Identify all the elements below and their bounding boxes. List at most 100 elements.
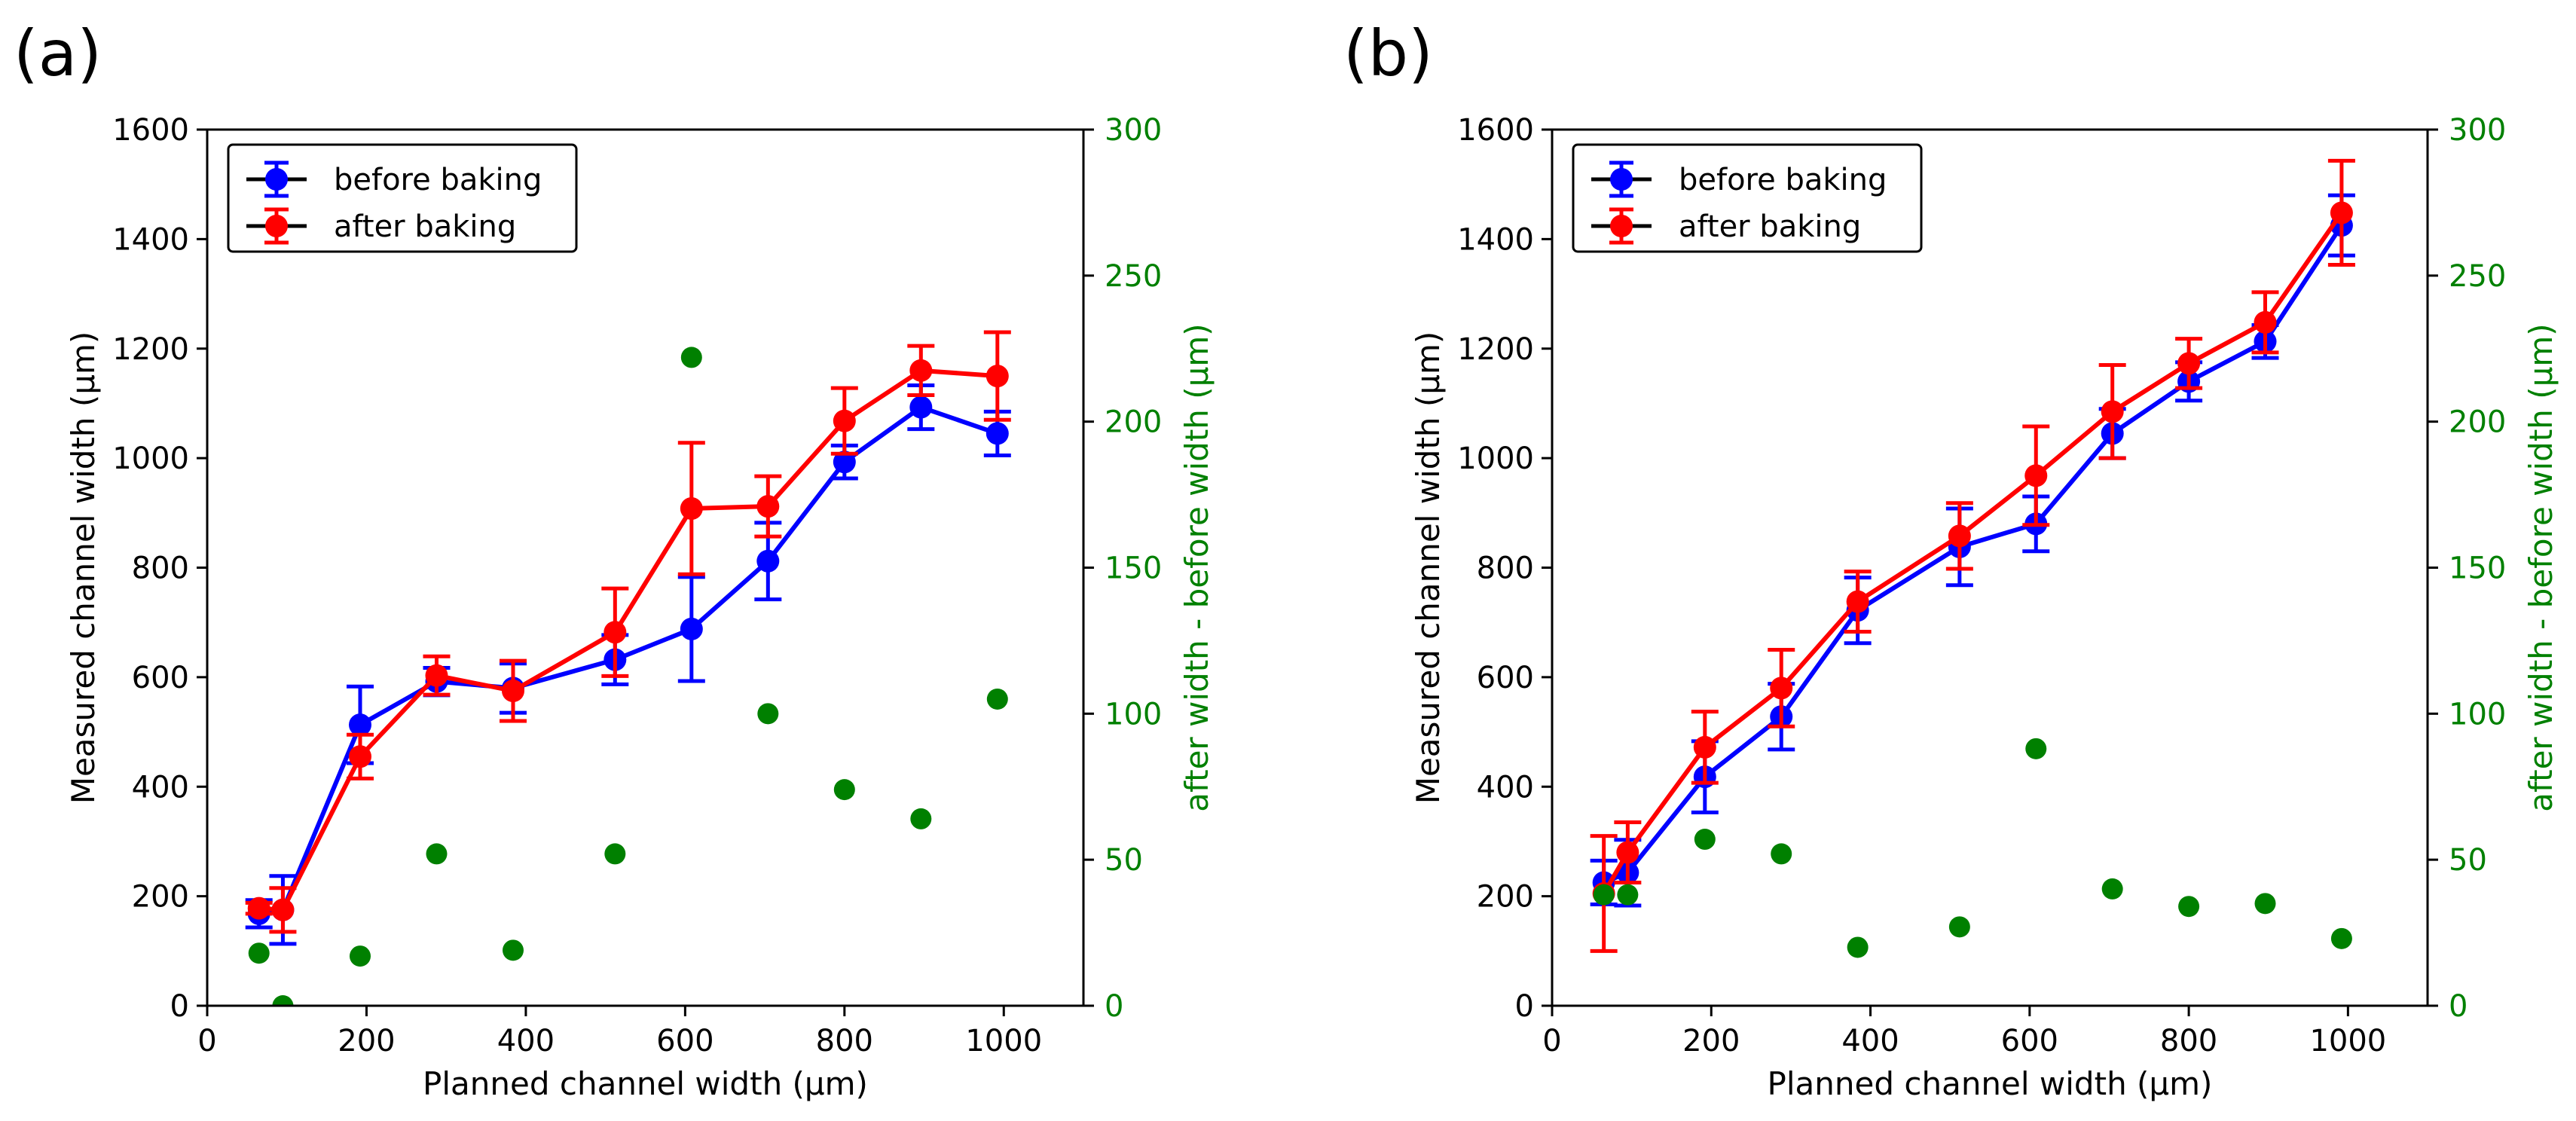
data-point bbox=[909, 359, 933, 382]
y-tick-label: 400 bbox=[1477, 770, 1534, 805]
plot-frame bbox=[1551, 128, 2429, 1007]
series-difference bbox=[1593, 738, 2352, 958]
series-after-baking bbox=[245, 330, 1011, 934]
legend: before baking after baking bbox=[1572, 143, 1923, 253]
x-tick-label: 800 bbox=[2160, 1024, 2217, 1058]
difference-point bbox=[604, 843, 626, 865]
y2-tick-label: 50 bbox=[2449, 843, 2487, 878]
data-point bbox=[680, 617, 703, 640]
data-point bbox=[833, 451, 856, 474]
difference-point bbox=[1847, 936, 1869, 958]
y2-tick-label: 250 bbox=[1105, 259, 1162, 294]
y-tick-label: 1400 bbox=[112, 222, 189, 257]
x-tick-label: 0 bbox=[197, 1024, 216, 1058]
y-tick-label: 1600 bbox=[112, 113, 189, 148]
y2-tick-label: 100 bbox=[1105, 697, 1162, 732]
y-tick-label: 1000 bbox=[112, 441, 189, 476]
data-point bbox=[985, 365, 1009, 388]
y-tick-label: 1000 bbox=[1457, 441, 1534, 476]
panel-a: (a)0 200 400 600 800 100002004006008001000120… bbox=[14, 17, 1215, 1102]
series-line bbox=[1602, 211, 2344, 895]
x-axis-label: Planned channel width (μm) bbox=[423, 1065, 868, 1102]
y2-tick-label: 150 bbox=[1105, 551, 1162, 586]
difference-point bbox=[757, 703, 779, 725]
y2-tick-label: 200 bbox=[2449, 405, 2506, 440]
legend-marker bbox=[265, 168, 288, 191]
data-point bbox=[2254, 310, 2277, 334]
x-axis-label: Planned channel width (μm) bbox=[1768, 1065, 2213, 1102]
data-point bbox=[2024, 464, 2048, 487]
difference-point bbox=[2101, 878, 2123, 900]
data-point bbox=[756, 495, 780, 518]
x-tick-label: 400 bbox=[497, 1024, 555, 1058]
data-point bbox=[2177, 352, 2201, 375]
data-point bbox=[348, 745, 371, 768]
difference-point bbox=[1593, 884, 1615, 906]
series-line bbox=[258, 405, 998, 916]
difference-point bbox=[426, 843, 448, 865]
x-tick-label: 600 bbox=[656, 1024, 714, 1058]
difference-point bbox=[1617, 884, 1639, 906]
y2-tick-label: 100 bbox=[2449, 697, 2506, 732]
data-point bbox=[247, 896, 270, 920]
y-tick-label: 600 bbox=[132, 661, 189, 695]
y-tick-label: 1600 bbox=[1457, 113, 1534, 148]
y2-axis-label: after width - before width (μm) bbox=[2523, 323, 2559, 811]
x-tick-label: 1000 bbox=[2309, 1024, 2386, 1058]
legend-label: before baking bbox=[334, 163, 542, 197]
x-tick-label: 0 bbox=[1542, 1024, 1561, 1058]
y-tick-label: 0 bbox=[1515, 989, 1534, 1024]
data-point bbox=[501, 680, 524, 703]
data-point bbox=[756, 549, 780, 573]
difference-point bbox=[910, 808, 932, 829]
x-tick-label: 600 bbox=[2001, 1024, 2058, 1058]
data-point bbox=[1948, 524, 1971, 548]
data-point bbox=[271, 898, 295, 921]
legend-marker bbox=[1610, 215, 1633, 237]
difference-point bbox=[2330, 927, 2352, 949]
data-point bbox=[348, 713, 371, 737]
legend: before baking after baking bbox=[227, 143, 578, 253]
difference-point bbox=[2178, 896, 2200, 918]
panel-label: (b) bbox=[1343, 17, 1433, 90]
series-before-baking bbox=[1590, 193, 2355, 908]
data-point bbox=[909, 396, 933, 419]
y-tick-label: 800 bbox=[132, 551, 189, 586]
difference-point bbox=[272, 995, 294, 1006]
y2-axis-label: after width - before width (μm) bbox=[1178, 323, 1215, 811]
difference-point bbox=[2025, 738, 2047, 759]
series-difference bbox=[248, 347, 1008, 1006]
data-point bbox=[680, 496, 703, 520]
legend-marker bbox=[1610, 168, 1633, 191]
difference-point bbox=[349, 945, 371, 967]
y2-tick-label: 300 bbox=[1105, 113, 1162, 148]
data-point bbox=[425, 664, 448, 687]
legend-marker bbox=[265, 215, 288, 237]
y2-tick-label: 300 bbox=[2449, 113, 2506, 148]
difference-point bbox=[1694, 829, 1716, 851]
y-tick-label: 1200 bbox=[112, 332, 189, 367]
data-point bbox=[1616, 841, 1639, 864]
data-point bbox=[985, 422, 1009, 445]
y2-tick-label: 200 bbox=[1105, 405, 1162, 440]
y2-tick-label: 250 bbox=[2449, 259, 2506, 294]
y-axis-label: Measured channel width (μm) bbox=[1410, 331, 1447, 805]
y-tick-label: 400 bbox=[132, 770, 189, 805]
difference-point bbox=[2254, 893, 2276, 915]
data-point bbox=[2330, 201, 2353, 225]
x-tick-label: 800 bbox=[816, 1024, 873, 1058]
y2-tick-label: 150 bbox=[2449, 551, 2506, 586]
data-point bbox=[1770, 677, 1793, 700]
difference-point bbox=[502, 939, 524, 961]
legend-box bbox=[227, 143, 578, 253]
y-tick-label: 800 bbox=[1477, 551, 1534, 586]
y-tick-label: 600 bbox=[1477, 661, 1534, 695]
series-before-baking bbox=[245, 383, 1011, 946]
y2-tick-label: 0 bbox=[2449, 989, 2468, 1024]
plot-frame bbox=[206, 128, 1085, 1007]
panel-b: (b)0 200 400 600 800 100002004006008001000120… bbox=[1343, 17, 2559, 1102]
x-tick-label: 200 bbox=[1682, 1024, 1740, 1058]
y-axis-label: Measured channel width (μm) bbox=[65, 331, 102, 805]
y-tick-label: 200 bbox=[1477, 880, 1534, 915]
data-point bbox=[2101, 400, 2124, 423]
